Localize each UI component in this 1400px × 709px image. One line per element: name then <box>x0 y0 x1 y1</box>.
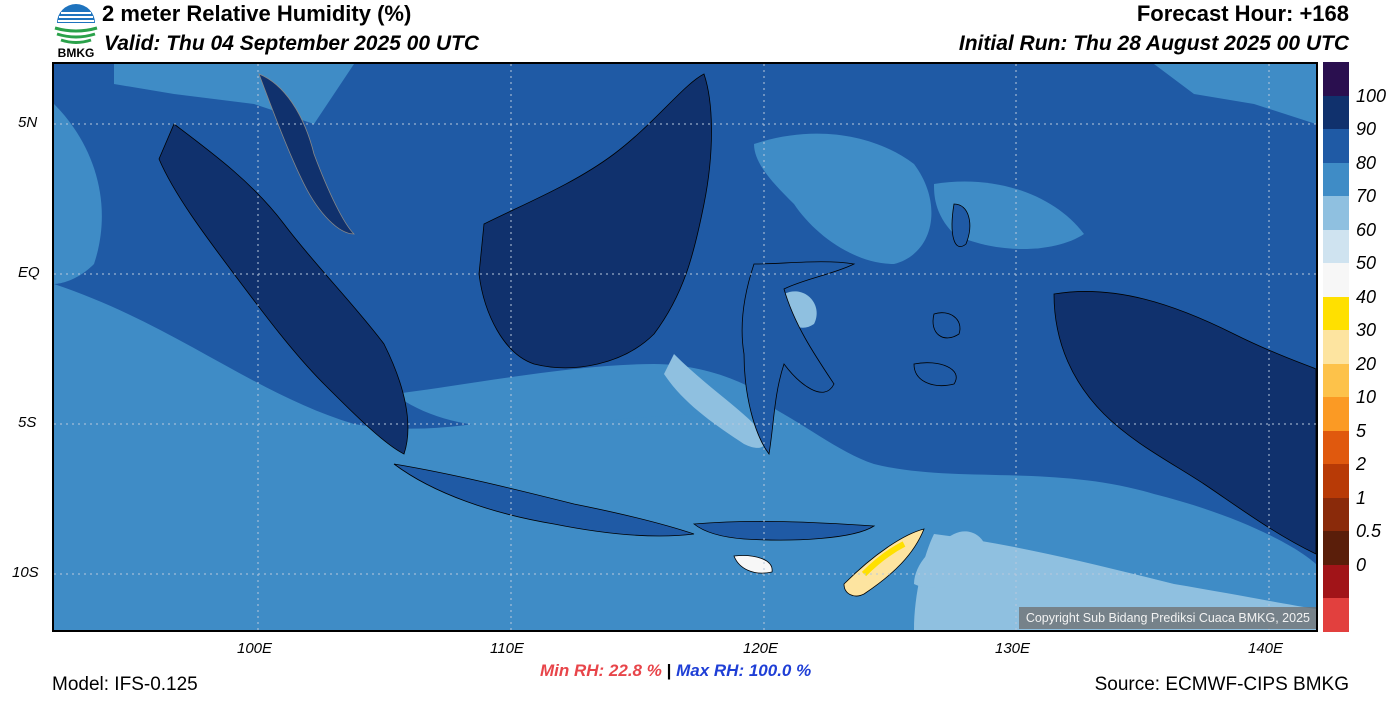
lon-label-120e: 120E <box>743 640 779 657</box>
colorbar-segment <box>1323 430 1349 465</box>
colorbar-segment <box>1323 296 1349 331</box>
colorbar-segment <box>1323 497 1349 532</box>
colorbar-label: 1 <box>1356 487 1367 508</box>
rh-range: Min RH: 22.8 % | Max RH: 100.0 % <box>540 661 811 681</box>
min-rh: Min RH: 22.8 % <box>540 661 662 680</box>
colorbar-segment <box>1323 229 1349 264</box>
colorbar-label: 100 <box>1356 85 1387 106</box>
source-label: Source: ECMWF-CIPS BMKG <box>1094 674 1349 695</box>
colorbar-label: 40 <box>1356 286 1377 307</box>
lon-label-100e: 100E <box>237 640 273 657</box>
colorbar-segment <box>1323 397 1349 432</box>
lat-label-5n: 5N <box>18 114 38 131</box>
colorbar-segment <box>1323 62 1349 97</box>
lat-label-eq: EQ <box>18 264 40 281</box>
colorbar-segment <box>1323 330 1349 365</box>
colorbar-label: 80 <box>1356 152 1377 173</box>
model-label: Model: IFS-0.125 <box>52 674 198 695</box>
colorbar-label: 30 <box>1356 320 1377 341</box>
valid-time: Valid: Thu 04 September 2025 00 UTC <box>104 32 480 55</box>
copyright-note: Copyright Sub Bidang Prediksi Cuaca BMKG… <box>1018 607 1316 629</box>
logo-text: BMKG <box>57 46 95 60</box>
map-title: 2 meter Relative Humidity (%) <box>102 1 412 26</box>
colorbar-segment <box>1323 564 1349 599</box>
colorbar-segment <box>1323 196 1349 231</box>
colorbar-label: 0 <box>1356 554 1367 575</box>
rh-separator: | <box>666 661 672 680</box>
initial-run: Initial Run: Thu 28 August 2025 00 UTC <box>958 32 1349 55</box>
colorbar-segment <box>1323 263 1349 298</box>
colorbar-label: 2 <box>1356 454 1367 475</box>
colorbar-segment <box>1323 363 1349 398</box>
colorbar-segment <box>1323 531 1349 566</box>
bmkg-logo-icon: BMKG <box>51 1 101 61</box>
colorbar-label: 10 <box>1356 387 1377 408</box>
max-rh: Max RH: 100.0 % <box>676 661 812 680</box>
colorbar <box>1323 62 1349 633</box>
lat-label-5s: 5S <box>18 414 37 431</box>
humidity-map <box>52 62 1318 632</box>
colorbar-segment <box>1323 95 1349 130</box>
colorbar-label: 5 <box>1356 420 1367 441</box>
forecast-hour: Forecast Hour: +168 <box>1136 1 1349 26</box>
lon-label-130e: 130E <box>995 640 1031 657</box>
colorbar-label: 60 <box>1356 219 1377 240</box>
lon-label-110e: 110E <box>490 640 524 657</box>
lon-label-140e: 140E <box>1248 640 1284 657</box>
colorbar-label: 70 <box>1356 186 1377 207</box>
colorbar-segment <box>1323 129 1349 164</box>
colorbar-label: 0.5 <box>1356 521 1382 542</box>
colorbar-segment <box>1323 464 1349 499</box>
lat-label-10s: 10S <box>12 564 39 581</box>
colorbar-label: 90 <box>1356 119 1377 140</box>
colorbar-segment <box>1323 598 1349 633</box>
colorbar-segment <box>1323 162 1349 197</box>
colorbar-label: 50 <box>1356 253 1377 274</box>
colorbar-label: 20 <box>1356 353 1377 374</box>
